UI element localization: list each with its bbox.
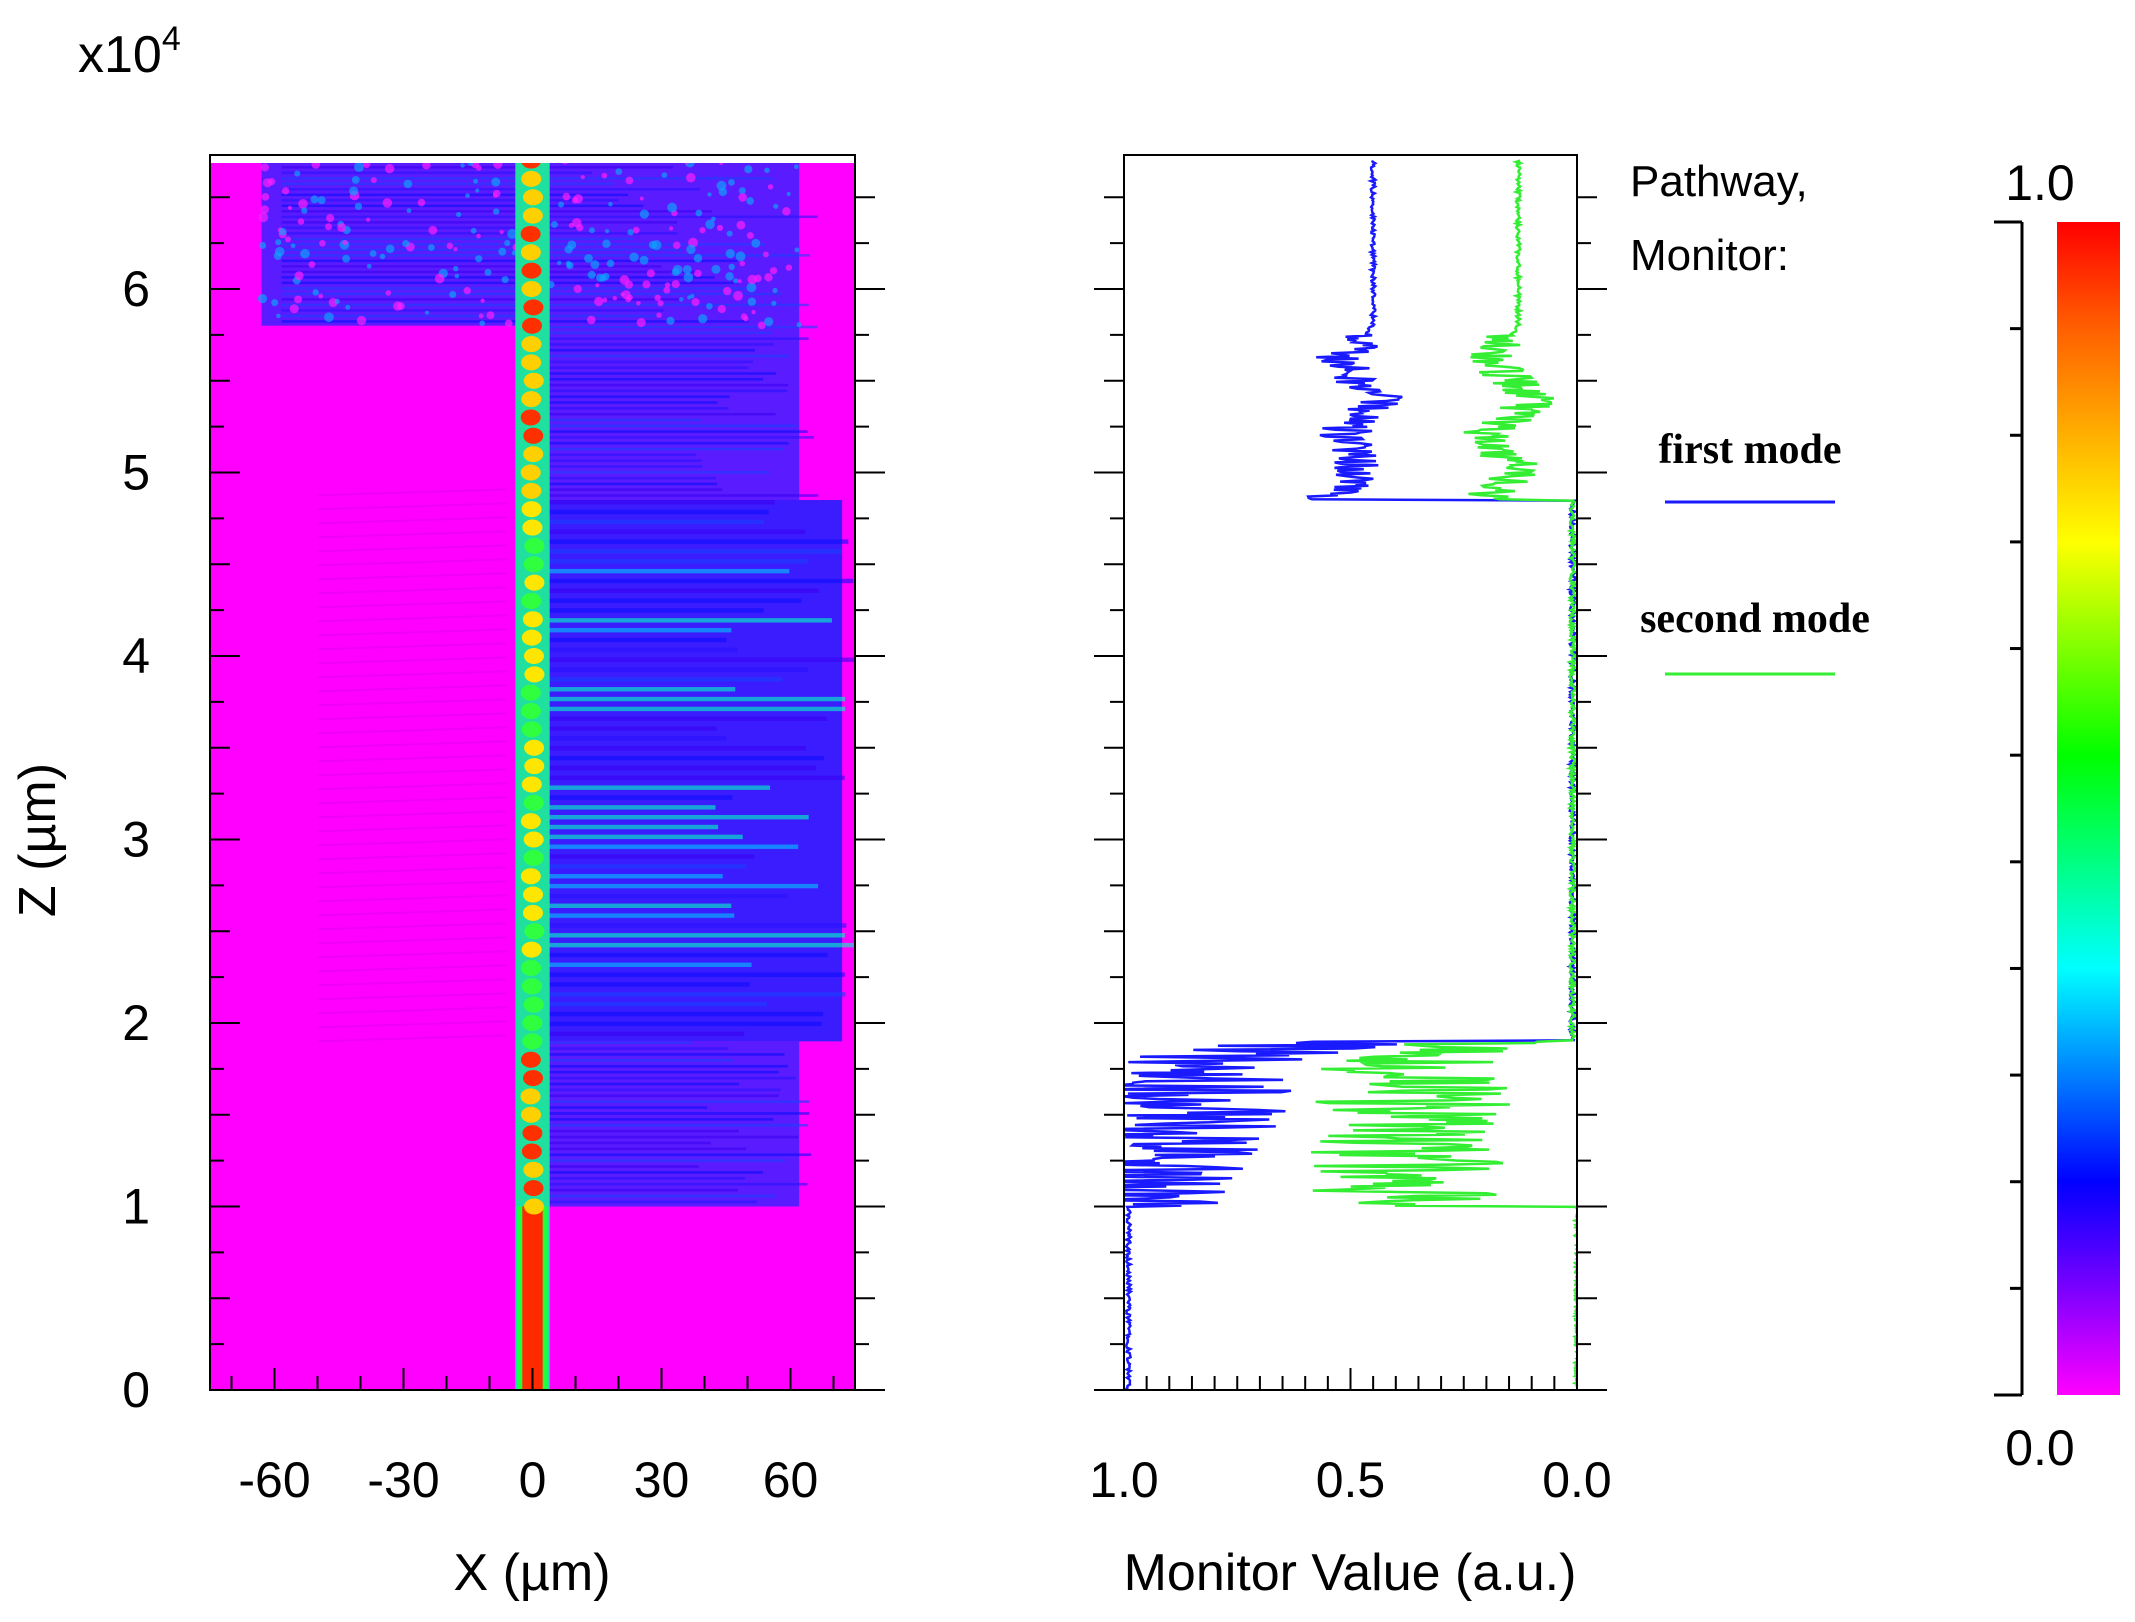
heatmap-x-tick-label: -30 (367, 1452, 439, 1508)
monitor-lines (1124, 159, 1577, 1390)
heatmap-field (210, 163, 855, 1390)
heatmap-y-tick-label: 2 (122, 995, 150, 1051)
legend-entry-second-mode: second mode (1640, 596, 1870, 642)
heatmap-x-label: X (µm) (453, 1544, 610, 1602)
monitor-x-tick-label: 1.0 (1089, 1452, 1159, 1508)
exponent-label: x104 (78, 20, 181, 84)
monitor-x-tick-label: 0.5 (1316, 1452, 1386, 1508)
monitor-series-second-mode (1311, 159, 1577, 1390)
field-heatmap-panel: -60 -30 0 30 60 0 1 2 3 4 5 6 Z (µm) X (µm) (9, 154, 885, 1602)
colorbar-min-label: 0.0 (2005, 1420, 2075, 1476)
colorbar-max-label: 1.0 (2005, 155, 2075, 211)
monitor-axes: 1.0 0.5 0.0 (1089, 196, 1612, 1508)
colorbar-gradient (2057, 222, 2120, 1395)
legend-entry-first-mode: first mode (1658, 427, 1841, 473)
heatmap-section-multimode-section (515, 500, 855, 1042)
legend-title-line1: Pathway, (1630, 157, 1808, 206)
heatmap-leakage (317, 488, 507, 1043)
heatmap-x-tick-label: 0 (519, 1452, 547, 1508)
heatmap-y-tick-label: 1 (122, 1179, 150, 1235)
heatmap-y-tick-label: 4 (122, 628, 150, 684)
monitor-x-tick-label: 0.0 (1542, 1452, 1612, 1508)
heatmap-x-tick-label: -60 (238, 1452, 310, 1508)
colorbar-ticks (1994, 220, 2022, 1397)
heatmap-section-taper-region (515, 1041, 812, 1207)
heatmap-x-tick-label: 60 (763, 1452, 819, 1508)
heatmap-section-output-section (515, 325, 819, 501)
heatmap-axes: -60 -30 0 30 60 0 1 2 3 4 5 6 (122, 196, 885, 1508)
heatmap-x-tick-label: 30 (634, 1452, 690, 1508)
heatmap-core (515, 163, 550, 1390)
monitor-line (1311, 159, 1577, 1390)
monitor-panel: 1.0 0.5 0.0 Monitor Value (a.u.) (1089, 154, 1612, 1602)
legend: Pathway, Monitor: first mode second mode (1630, 157, 1870, 676)
heatmap-y-tick-label: 6 (122, 261, 150, 317)
monitor-x-label: Monitor Value (a.u.) (1124, 1544, 1577, 1602)
heatmap-y-tick-label: 3 (122, 812, 150, 868)
heatmap-y-tick-label: 5 (122, 445, 150, 501)
colorbar: 1.0 0.0 (1994, 155, 2120, 1476)
heatmap-y-tick-label: 0 (122, 1362, 150, 1418)
legend-title-line2: Monitor: (1630, 231, 1789, 280)
heatmap-y-label: Z (µm) (9, 763, 67, 917)
